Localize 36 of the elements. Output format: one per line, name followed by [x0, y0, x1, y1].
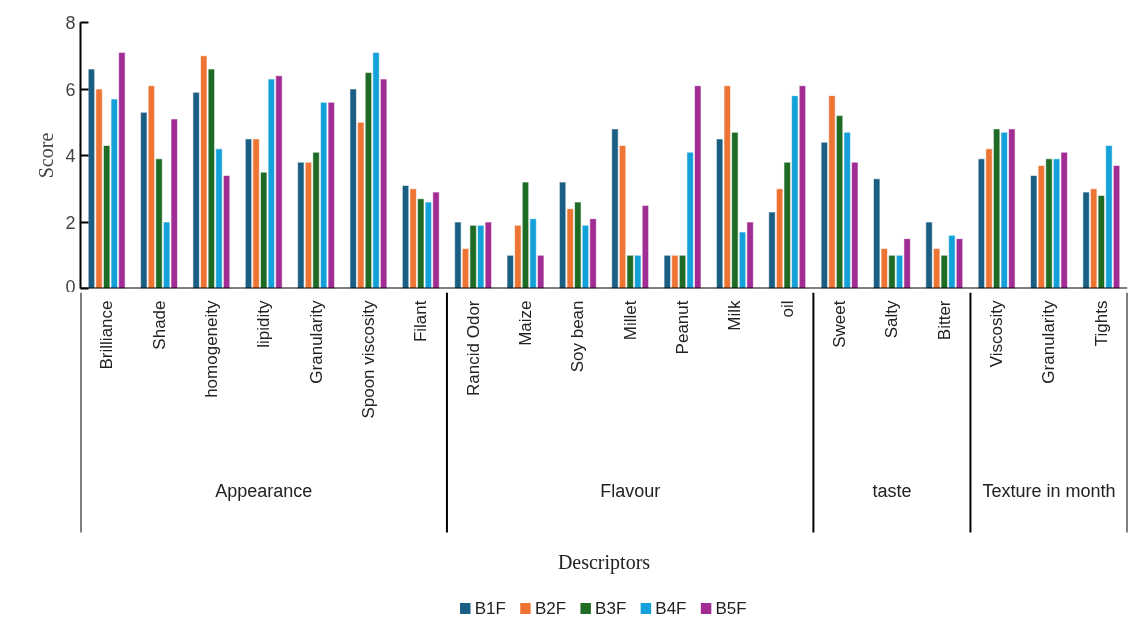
legend-label: B2F — [534, 599, 567, 618]
x-tick-label: Granularity — [306, 300, 326, 384]
text: Texture in month — [982, 480, 1116, 501]
x-tick-label: Viscosity — [987, 300, 1007, 368]
text: taste — [872, 480, 912, 501]
x-tick-label: Millet — [620, 300, 640, 341]
x-tick-label: lipidity — [254, 300, 274, 348]
y-tick-label: 8 — [65, 13, 76, 33]
x-tick-label: Peanut — [673, 300, 693, 355]
y-tick-label: 6 — [65, 79, 76, 100]
x-tick-label: Filant — [411, 300, 431, 343]
x-tick-label: Maize — [515, 300, 535, 346]
x-tick-label: Sweet — [830, 300, 850, 348]
x-tick-label: Shade — [149, 300, 169, 350]
x-tick-label: Salty — [882, 300, 902, 339]
x-tick-label: homogeneity — [201, 300, 221, 398]
legend-label: B3F — [595, 599, 627, 618]
text: Flavour — [600, 480, 661, 501]
x-tick-label: Bitter — [934, 300, 954, 341]
legend-label: B5F — [715, 599, 747, 618]
text: Appearance — [215, 480, 313, 501]
x-tick-label: Spoon viscosity — [358, 300, 378, 419]
x-tick-label: Tights — [1091, 300, 1111, 347]
y-axis-title: Score — [35, 132, 58, 179]
y-tick-label: 0 — [65, 276, 76, 297]
x-tick-label: Rancid Odor — [463, 300, 483, 396]
text: Descriptors — [557, 550, 651, 574]
x-tick-label: Milk — [725, 300, 745, 331]
y-tick-label: 2 — [65, 212, 76, 233]
x-tick-label: Brilliance — [97, 300, 117, 370]
y-tick-label: 4 — [65, 146, 76, 166]
x-tick-label: Soy bean — [568, 300, 588, 373]
x-tick-label: oil — [777, 300, 797, 318]
x-tick-label: Granularity — [1039, 300, 1059, 384]
legend-label: B4F — [655, 599, 687, 618]
legend-label: B1F — [474, 599, 506, 618]
